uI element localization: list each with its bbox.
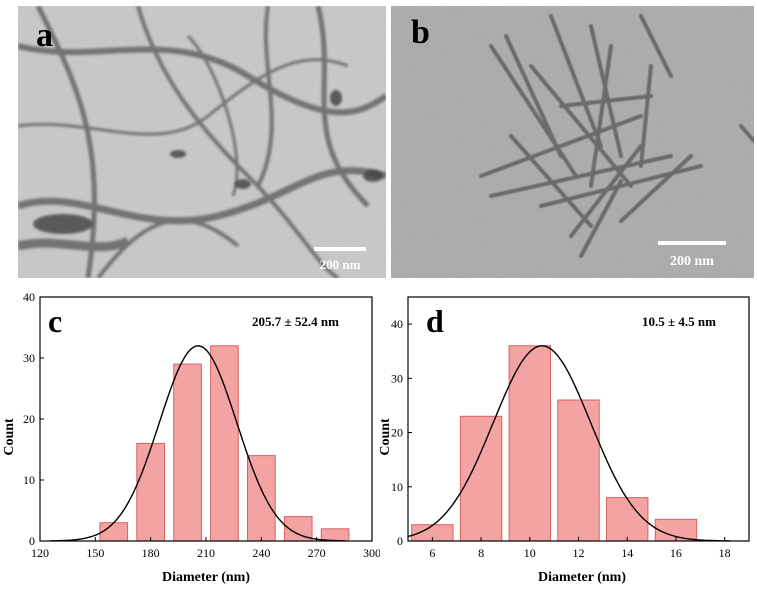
x-tick-label: 6: [429, 546, 435, 560]
x-axis-label: Diameter (nm): [538, 570, 626, 585]
histogram-bar: [459, 415, 503, 542]
ticks: 120 150 180 210 240 270 300 0 10 20 30 40: [23, 290, 381, 560]
histogram-bar: [99, 522, 129, 542]
y-tick-label: 30: [391, 371, 403, 385]
bars: [411, 345, 698, 542]
ticks: 6 8 10 12 14 16 18 0 10 20 30 40: [391, 317, 731, 560]
scale-bar-b: [658, 241, 726, 245]
y-axis-label: Count: [378, 418, 393, 456]
panel-label-b: b: [411, 14, 430, 51]
y-tick-label: 40: [23, 290, 35, 304]
stats-annotation: 10.5 ± 4.5 nm: [642, 314, 716, 329]
x-tick-label: 150: [86, 546, 104, 560]
x-tick-label: 14: [621, 546, 633, 560]
scale-bar-label-a: 200 nm: [320, 257, 361, 272]
x-tick-label: 270: [308, 546, 326, 560]
y-tick-label: 30: [23, 351, 35, 365]
histogram-bar: [173, 363, 202, 542]
x-tick-label: 240: [252, 546, 270, 560]
y-tick-label: 0: [397, 534, 403, 548]
gaussian-fit-line: [49, 345, 346, 542]
tem-image-b: b 200 nm: [391, 6, 756, 278]
histogram-bar: [247, 455, 276, 542]
histogram-bar: [320, 528, 350, 542]
histogram-bar: [136, 442, 165, 542]
histogram-bar: [508, 345, 551, 542]
x-tick-label: 180: [142, 546, 160, 560]
histogram-bar: [606, 497, 649, 542]
x-tick-label: 16: [670, 546, 682, 560]
x-tick-label: 18: [719, 546, 731, 560]
histogram-c: 120 150 180 210 240 270 300 0 10 20 30 40 c 205.7 ±…: [0, 285, 381, 589]
y-tick-label: 10: [391, 480, 403, 494]
bars: [99, 345, 350, 542]
y-tick-label: 20: [23, 412, 35, 426]
stats-annotation: 205.7 ± 52.4 nm: [252, 314, 339, 329]
x-tick-label: 10: [524, 546, 536, 560]
histogram-bar: [210, 345, 239, 542]
x-tick-label: 12: [573, 546, 585, 560]
histogram-d: 6 8 10 12 14 16 18 0 10 20 30 40 d 10.5 ± 4.5 nm Di…: [378, 285, 757, 589]
x-tick-label: 210: [197, 546, 215, 560]
x-tick-label: 8: [478, 546, 484, 560]
histogram-bar: [557, 399, 600, 542]
y-axis-label: Count: [2, 418, 17, 456]
y-tick-label: 40: [391, 317, 403, 331]
scale-bar-a: [314, 247, 366, 251]
tem-image-a: a 200 nm: [16, 4, 388, 280]
gaussian-fit-line: [407, 345, 731, 542]
x-tick-label: 120: [31, 546, 49, 560]
plot-frame: [39, 296, 373, 542]
panel-label-d: d: [426, 303, 444, 339]
scale-bar-label-b: 200 nm: [670, 254, 714, 269]
y-tick-label: 10: [23, 473, 35, 487]
panel-label-c: c: [48, 303, 62, 339]
x-axis-label: Diameter (nm): [162, 570, 250, 585]
y-tick-label: 20: [391, 426, 403, 440]
y-tick-label: 0: [29, 534, 35, 548]
x-tick-label: 300: [363, 546, 380, 560]
panel-label-a: a: [36, 17, 53, 54]
